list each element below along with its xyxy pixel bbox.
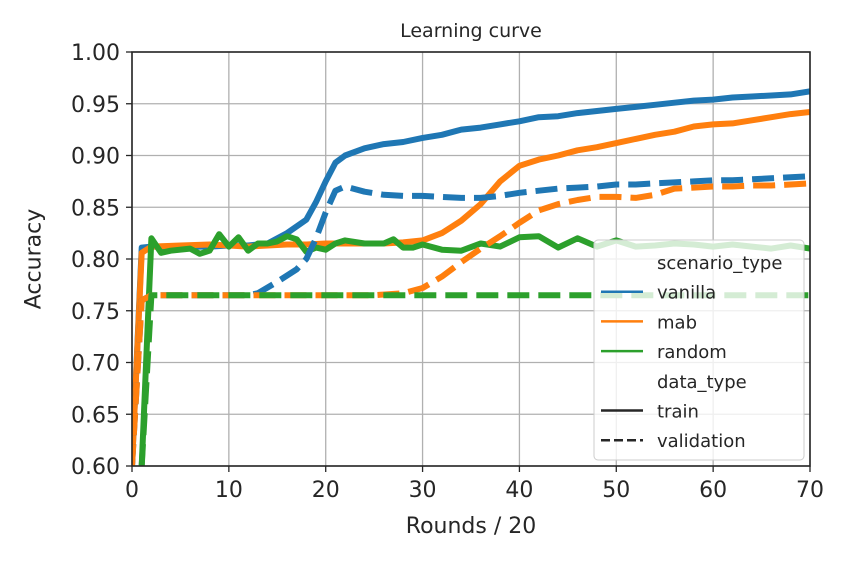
- x-tick-label: 30: [409, 478, 437, 503]
- y-tick-label: 0.70: [71, 352, 120, 377]
- axis-ticks: 0 10 20 30 40 50 60 70 0.60 0.65 0.70 0.75 0.80 0.85 0…: [71, 41, 824, 503]
- y-tick-label: 0.85: [71, 196, 120, 221]
- chart-title: Learning curve: [400, 20, 542, 42]
- y-tick-label: 0.90: [71, 145, 120, 170]
- legend-label-vanilla: vanilla: [657, 283, 716, 304]
- legend-label-random: random: [657, 342, 727, 363]
- legend-label-train: train: [657, 402, 699, 423]
- legend-group-title: scenario_type: [657, 253, 782, 274]
- legend-label-validation: validation: [657, 431, 746, 452]
- x-tick-label: 10: [215, 478, 243, 503]
- y-tick-label: 0.60: [71, 455, 120, 480]
- x-tick-label: 70: [796, 478, 824, 503]
- y-tick-label: 0.80: [71, 248, 120, 273]
- line-vanilla-validation: [132, 173, 810, 466]
- x-tick-label: 0: [125, 478, 139, 503]
- y-tick-label: 0.65: [71, 403, 120, 428]
- x-tick-label: 20: [312, 478, 340, 503]
- y-tick-label: 1.00: [71, 41, 120, 66]
- legend-box: [593, 239, 805, 461]
- x-tick-label: 50: [602, 478, 630, 503]
- legend-label-mab: mab: [657, 312, 697, 333]
- x-axis-label: Rounds / 20: [405, 514, 537, 539]
- y-tick-label: 0.75: [71, 300, 120, 325]
- x-tick-label: 40: [505, 478, 533, 503]
- y-tick-label: 0.95: [71, 93, 120, 118]
- x-tick-label: 60: [699, 478, 727, 503]
- legend-group-title: data_type: [657, 372, 747, 393]
